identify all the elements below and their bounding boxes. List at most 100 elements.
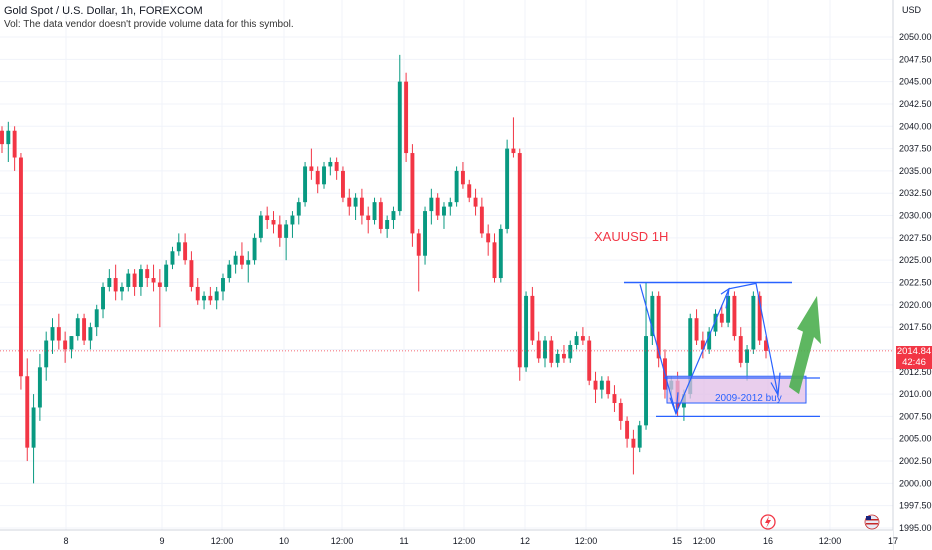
candle-body-15 — [94, 309, 99, 328]
candle-58 — [366, 206, 371, 234]
candle-119 — [751, 291, 756, 354]
chart-label: XAUUSD 1H — [594, 229, 668, 244]
candle-25 — [157, 269, 162, 328]
candle-body-120 — [757, 295, 762, 341]
candle-53 — [334, 157, 339, 180]
candle-body-14 — [88, 327, 93, 341]
candle-116 — [732, 291, 737, 341]
candle-body-5 — [31, 407, 36, 448]
candle-6 — [37, 353, 42, 421]
candle-body-116 — [732, 295, 737, 337]
candle-body-118 — [745, 349, 750, 363]
candle-76 — [479, 197, 484, 238]
candle-body-36 — [227, 264, 232, 279]
candle-body-67 — [423, 211, 427, 256]
candle-45 — [284, 220, 289, 261]
candle-4 — [25, 358, 30, 462]
candle-92 — [580, 327, 585, 345]
flag-icon[interactable] — [864, 514, 880, 530]
candle-body-65 — [410, 153, 415, 234]
y-tick-label-20: 2045.00 — [899, 77, 932, 87]
lightning-icon[interactable] — [760, 514, 776, 530]
candle-2 — [12, 126, 17, 171]
candle-body-56 — [353, 197, 358, 207]
candle-93 — [587, 336, 592, 386]
candle-57 — [359, 188, 364, 225]
candle-body-48 — [303, 166, 308, 203]
candle-75 — [473, 188, 478, 216]
candle-32 — [202, 291, 207, 310]
candle-body-27 — [170, 251, 175, 265]
price-axis[interactable]: 1995.00 1997.50 2000.00 2002.50 2005.00 2007.… — [892, 0, 932, 550]
candle-body-101 — [637, 425, 642, 448]
candle-63 — [397, 54, 402, 216]
candle-body-31 — [195, 286, 200, 301]
candle-121 — [764, 336, 768, 359]
candlestick-series — [0, 54, 893, 484]
candle-41 — [258, 211, 263, 243]
candle-46 — [290, 211, 295, 238]
candle-body-44 — [277, 224, 282, 238]
candle-51 — [322, 161, 326, 189]
candle-40 — [252, 233, 257, 265]
candle-70 — [442, 202, 446, 229]
candle-body-59 — [372, 202, 377, 221]
candle-body-12 — [75, 318, 80, 337]
candle-body-11 — [69, 336, 74, 350]
y-tick-label-10: 2020.00 — [899, 300, 932, 310]
y-tick-label-21: 2047.50 — [899, 54, 932, 64]
y-tick-label-6: 2010.00 — [899, 389, 932, 399]
candle-1 — [6, 121, 11, 162]
candle-50 — [315, 166, 320, 194]
y-tick-label-15: 2032.50 — [899, 188, 932, 198]
x-tick-label-10: 12:00 — [693, 536, 716, 546]
candle-13 — [82, 313, 87, 345]
y-tick-label-11: 2022.50 — [899, 278, 932, 288]
candle-body-98 — [618, 403, 623, 421]
candle-body-86 — [543, 340, 547, 359]
x-tick-label-6: 12:00 — [453, 536, 476, 546]
candle-104 — [656, 291, 661, 368]
candle-body-18 — [113, 278, 118, 292]
candle-body-111 — [700, 340, 705, 350]
candle-body-34 — [214, 291, 219, 301]
y-tick-label-1: 1997.50 — [899, 501, 932, 511]
candle-body-22 — [138, 269, 143, 287]
candle-54 — [341, 166, 345, 203]
candle-body-38 — [239, 255, 244, 265]
candle-91 — [574, 331, 579, 350]
candle-7 — [44, 331, 49, 381]
candle-body-77 — [486, 233, 491, 243]
candle-body-25 — [157, 282, 162, 287]
candle-22 — [138, 264, 143, 296]
zigzag-arrowhead-1 — [669, 392, 679, 414]
candle-36 — [227, 260, 232, 283]
candle-body-42 — [265, 215, 270, 221]
x-tick-label-8: 12:00 — [575, 536, 598, 546]
annotation-drawings — [624, 281, 821, 418]
candle-body-4 — [25, 376, 30, 448]
candle-body-112 — [707, 331, 712, 350]
candle-body-68 — [429, 197, 434, 212]
y-tick-label-2: 2000.00 — [899, 478, 932, 488]
candle-body-23 — [145, 269, 150, 279]
candle-body-20 — [126, 273, 131, 287]
x-tick-label-7: 12 — [520, 536, 530, 546]
time-axis[interactable]: 8 9 12:00 10 12:00 11 12:00 12 12:00 15 12:00 16 12:… — [0, 529, 898, 550]
x-tick-label-1: 9 — [159, 536, 164, 546]
candle-89 — [561, 344, 566, 363]
candle-27 — [170, 246, 175, 270]
candle-body-73 — [460, 170, 465, 185]
candle-body-72 — [454, 170, 459, 203]
candle-body-97 — [612, 394, 617, 404]
candle-body-28 — [176, 242, 181, 252]
y-tick-label-4: 2005.00 — [899, 434, 932, 444]
candle-body-62 — [391, 211, 396, 221]
candle-body-46 — [290, 215, 295, 225]
candle-113 — [713, 309, 718, 337]
y-tick-label-19: 2042.50 — [899, 99, 932, 109]
symbol-title[interactable]: Gold Spot / U.S. Dollar, 1h, FOREXCOM — [4, 5, 203, 17]
zigzag-arrowhead-3 — [770, 372, 781, 397]
currency-label[interactable]: USD — [902, 5, 922, 15]
